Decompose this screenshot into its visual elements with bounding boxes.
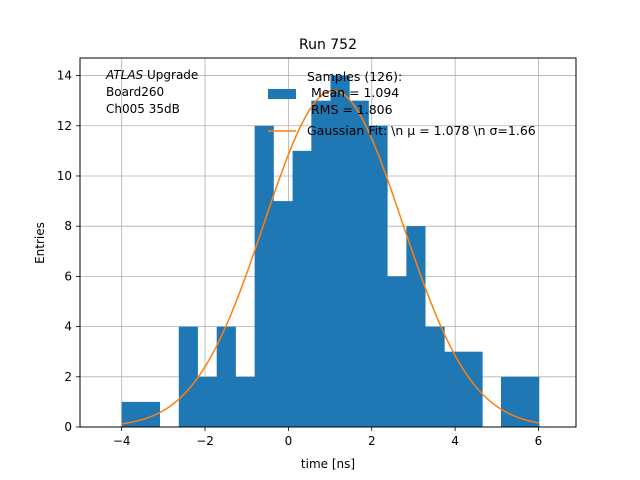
y-tick-label: 8	[64, 219, 72, 233]
upgrade-text: Upgrade	[143, 68, 198, 82]
histogram-bar	[463, 351, 483, 427]
channel-label: Ch005 35dB	[106, 102, 180, 116]
legend-fit-label: Gaussian Fit: \n μ = 1.078 \n σ=1.66	[307, 123, 536, 138]
histogram-bar	[425, 326, 445, 427]
histogram-bar	[520, 376, 540, 427]
x-axis-label: time [ns]	[301, 457, 355, 471]
histogram-bars	[121, 75, 540, 428]
histogram-bar	[406, 226, 426, 427]
plot-frame	[79, 57, 577, 428]
histogram-bar	[349, 100, 369, 428]
x-tick-label: 0	[285, 434, 293, 448]
gaussian-fit	[121, 89, 539, 425]
histogram-bar	[178, 326, 198, 427]
y-tick-label: 4	[64, 320, 72, 334]
y-tick-label: 6	[64, 269, 72, 283]
legend-samples-title: Samples (126):	[307, 69, 402, 84]
y-axis-label: Entries	[33, 222, 47, 264]
atlas-label: ATLAS Upgrade	[105, 68, 198, 82]
y-axis-ticks: 0 2 4 6 8 10 12 14	[57, 69, 80, 434]
x-tick-label: 6	[535, 434, 543, 448]
legend-samples-mean: Mean = 1.094	[307, 85, 399, 100]
y-tick-label: 10	[57, 169, 72, 183]
legend-samples-swatch	[268, 89, 296, 99]
x-tick-label: −4	[113, 434, 131, 448]
histogram-bar	[216, 326, 236, 427]
histogram-bar	[197, 376, 218, 427]
histogram-bar	[500, 376, 521, 427]
legend-samples-rms: RMS = 1.806	[307, 102, 393, 117]
y-tick-label: 14	[57, 69, 72, 83]
x-tick-label: 4	[451, 434, 459, 448]
y-tick-label: 12	[57, 119, 72, 133]
y-tick-label: 0	[64, 420, 72, 434]
chart-title: Run 752	[299, 37, 357, 53]
histogram-bar	[273, 201, 293, 427]
atlas-text: ATLAS	[105, 68, 144, 82]
histogram-bar	[330, 75, 350, 428]
x-tick-label: 2	[368, 434, 376, 448]
histogram-bar	[292, 150, 312, 427]
x-tick-label: −2	[196, 434, 214, 448]
histogram-bar	[254, 125, 274, 427]
histogram-bar	[140, 401, 161, 427]
x-axis-ticks: −4 −2 0 2 4 6	[113, 427, 542, 448]
histogram-bar	[368, 125, 388, 427]
histogram-bar	[311, 100, 331, 428]
histogram-bar	[387, 276, 407, 427]
y-tick-label: 2	[64, 370, 72, 384]
histogram-bar	[235, 376, 256, 427]
gaussian-fit-line	[121, 89, 539, 425]
board-label: Board260	[106, 85, 164, 99]
legend: Samples (126): Mean = 1.094 RMS = 1.806 …	[268, 69, 536, 138]
histogram-bar	[444, 351, 464, 427]
